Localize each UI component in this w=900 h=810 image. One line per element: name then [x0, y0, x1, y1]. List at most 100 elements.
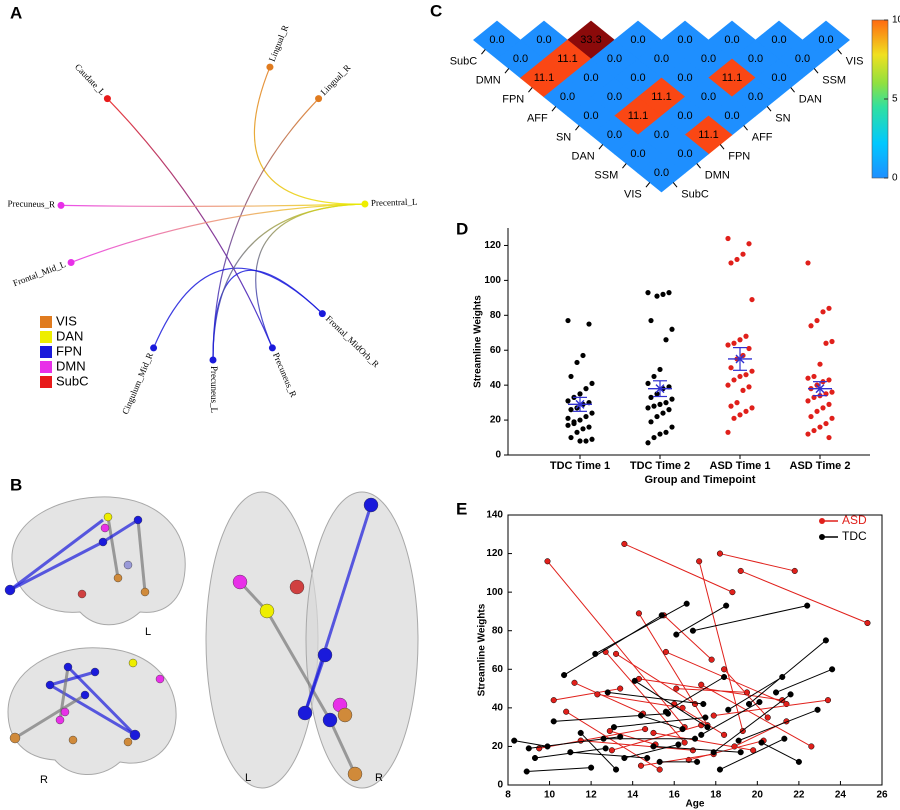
row-label: VIS: [624, 188, 642, 200]
data-point: [602, 745, 609, 752]
cell-label: 0.0: [677, 110, 692, 122]
data-point: [791, 567, 798, 574]
node-label: Precuneus_R: [7, 198, 55, 209]
node: [361, 200, 369, 208]
data-point: [829, 415, 835, 421]
data-point: [567, 749, 574, 756]
data-point: [654, 413, 660, 420]
subject-line: [574, 682, 644, 715]
data-point: [728, 365, 734, 371]
data-point: [691, 700, 699, 708]
sphere: [77, 589, 87, 599]
data-point: [746, 345, 752, 352]
subject-line: [653, 745, 741, 753]
subject-line: [719, 738, 785, 771]
axis-tick: [622, 163, 627, 169]
data-point: [656, 758, 663, 765]
data-point: [588, 764, 595, 771]
axis-tick: [790, 87, 795, 93]
data-point: [571, 419, 577, 425]
node-label: Precentral_L: [371, 197, 418, 208]
data-point: [654, 391, 660, 397]
data-point: [656, 766, 663, 773]
data-point: [580, 426, 586, 432]
data-point: [721, 666, 728, 673]
cell-label: 0.0: [677, 148, 692, 160]
data-point: [817, 424, 823, 430]
brain-views: [7, 491, 419, 789]
data-point: [781, 735, 788, 742]
cell-label: 0.0: [583, 72, 598, 84]
sphere: [322, 712, 338, 728]
data-point: [731, 377, 737, 383]
node-label: Lingual_R: [318, 63, 352, 98]
sphere: [129, 729, 141, 741]
data-point: [583, 438, 589, 444]
data-point: [694, 758, 701, 765]
data-point: [648, 317, 654, 324]
column-label: SN: [775, 112, 790, 124]
data-point: [735, 737, 742, 744]
data-point: [675, 741, 682, 748]
row-label: DMN: [476, 74, 501, 86]
data-point: [716, 766, 723, 773]
node: [103, 95, 111, 103]
data-point: [645, 290, 651, 296]
tract: [9, 540, 104, 592]
y-tick-label: 20: [492, 741, 504, 752]
data-point: [725, 235, 731, 242]
subject-line: [570, 751, 648, 759]
row-label: DAN: [572, 150, 595, 162]
tract: [66, 665, 137, 737]
legend-swatch: [40, 346, 52, 358]
cell-label: 11.1: [722, 72, 743, 84]
panel-label: C: [430, 1, 442, 20]
x-tick-label: 24: [835, 790, 847, 801]
row-label: SSM: [594, 169, 618, 181]
edge: [70, 203, 365, 264]
cell-label: 0.0: [771, 72, 786, 84]
data-point: [787, 691, 794, 698]
data-point: [644, 754, 651, 762]
cell-label: 0.0: [677, 72, 692, 84]
data-point: [704, 724, 711, 731]
data-point: [689, 747, 696, 754]
data-point: [702, 714, 709, 721]
x-tick-label: 16: [669, 790, 681, 801]
cell-label: 11.1: [557, 53, 578, 65]
axis-tick: [696, 163, 701, 169]
node-label: Precuneus_R: [271, 351, 299, 399]
side-label: L: [145, 626, 151, 638]
subject-line: [748, 639, 827, 705]
row-label: AFF: [527, 112, 548, 124]
mean-marker: [735, 354, 745, 364]
data-point: [737, 412, 743, 418]
y-axis-label: Streamline Weights: [477, 603, 488, 696]
data-point: [606, 727, 613, 735]
brain-hemisphere: [305, 491, 419, 789]
row-label: SN: [556, 131, 571, 143]
subject-line: [526, 767, 592, 772]
data-point: [663, 337, 669, 343]
tract: [136, 519, 147, 593]
data-point: [756, 699, 763, 706]
subject-line: [713, 693, 791, 753]
x-tick-label: 10: [544, 790, 556, 801]
sphere: [98, 537, 108, 547]
sphere: [90, 667, 100, 677]
sphere: [80, 690, 90, 700]
subject-line: [615, 653, 696, 705]
data-point: [650, 729, 657, 736]
data-point: [565, 317, 571, 324]
edge: [212, 203, 365, 361]
data-point: [710, 712, 717, 719]
tract: [303, 654, 327, 714]
subject-line: [580, 740, 693, 751]
cell-label: 0.0: [607, 53, 622, 65]
data-point: [594, 691, 601, 698]
data-point: [804, 602, 811, 609]
sphere: [103, 512, 113, 522]
legend-label: TDC: [842, 529, 867, 543]
cell-label: 33.3: [580, 34, 601, 46]
subject-line: [761, 742, 800, 763]
